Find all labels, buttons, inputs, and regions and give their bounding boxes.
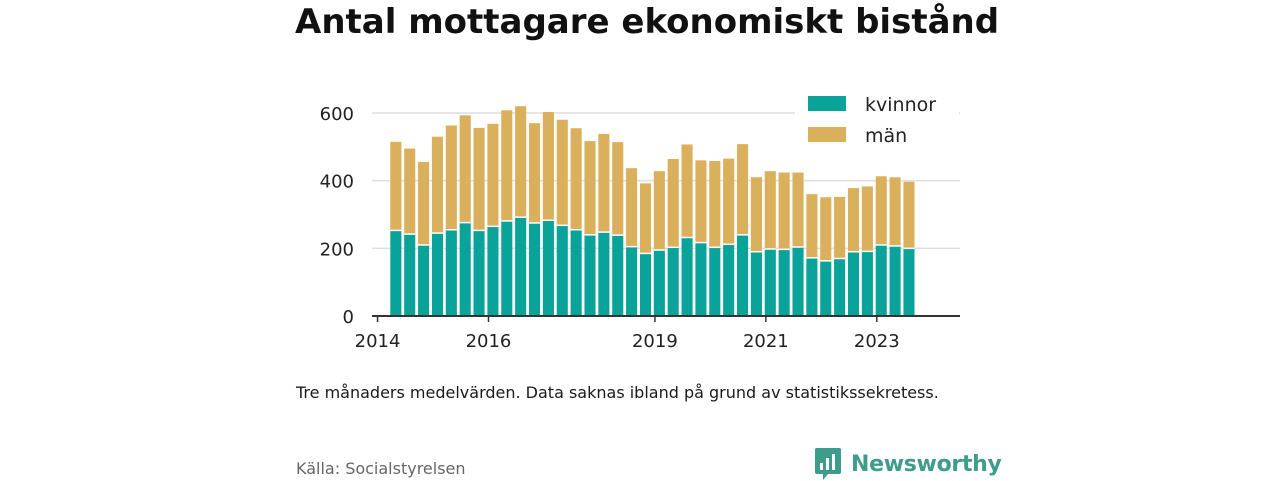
- bar-man: [390, 141, 402, 231]
- bar-kvinnor: [473, 230, 485, 316]
- bar-kvinnor: [847, 251, 860, 316]
- bar-kvinnor: [639, 253, 652, 316]
- bar-kvinnor: [556, 225, 568, 316]
- bar-man: [653, 171, 665, 251]
- x-tick-label: 2023: [854, 331, 900, 352]
- bar-man: [431, 136, 444, 234]
- bar-kvinnor: [584, 234, 596, 316]
- axes: 0 200 400 600 2014 2016 2019 2021 2023: [320, 104, 960, 352]
- bar-man: [626, 168, 638, 247]
- newsworthy-logo-icon: [815, 448, 841, 480]
- bar-man: [570, 128, 582, 230]
- bar-kvinnor: [764, 249, 776, 316]
- bar-kvinnor: [626, 246, 638, 316]
- bar-kvinnor: [515, 217, 527, 316]
- bar-man: [667, 159, 679, 248]
- bar-man: [723, 158, 735, 245]
- bar-man: [778, 172, 790, 250]
- bar-kvinnor: [501, 220, 513, 316]
- bar-man: [903, 181, 915, 249]
- bar-kvinnor: [653, 250, 665, 316]
- bar-man: [709, 161, 721, 248]
- bar-man: [875, 176, 887, 245]
- bar-man: [501, 110, 513, 221]
- bar-man: [445, 125, 457, 230]
- bar-kvinnor: [792, 246, 804, 316]
- y-tick-label: 0: [343, 307, 354, 328]
- bar-man: [473, 127, 485, 231]
- bar-kvinnor: [570, 229, 582, 316]
- bar-kvinnor: [889, 245, 901, 316]
- bar-kvinnor: [695, 242, 707, 316]
- bar-man: [737, 144, 749, 235]
- bar-man: [515, 106, 527, 218]
- bar-kvinnor: [487, 226, 499, 316]
- legend-swatch: [808, 96, 846, 111]
- bar-man: [528, 123, 541, 223]
- y-tick-label: 200: [320, 239, 354, 260]
- bar-kvinnor: [667, 247, 679, 316]
- bar-man: [889, 177, 901, 246]
- bar-man: [861, 186, 873, 252]
- bar-kvinnor: [459, 222, 471, 316]
- bar-man: [612, 142, 624, 236]
- newsworthy-brand[interactable]: Newsworthy: [814, 447, 1002, 481]
- bars: [390, 106, 915, 316]
- bar-kvinnor: [528, 222, 541, 316]
- bar-kvinnor: [612, 235, 624, 316]
- brand-name: Newsworthy: [851, 451, 1002, 477]
- chart-title: Antal mottagare ekonomiskt bistånd: [295, 2, 1000, 42]
- bar-kvinnor: [431, 233, 444, 316]
- bar-kvinnor: [390, 230, 402, 316]
- bar-man: [639, 183, 652, 254]
- source-text: Källa: Socialstyrelsen: [296, 459, 466, 478]
- legend-label: kvinnor: [865, 94, 936, 116]
- bar-kvinnor: [404, 234, 416, 316]
- x-tick-label: 2016: [466, 331, 512, 352]
- x-tick-label: 2019: [632, 331, 678, 352]
- bar-man: [792, 172, 804, 247]
- bar-kvinnor: [542, 220, 554, 316]
- bar-man: [695, 160, 707, 243]
- bar-man: [834, 196, 846, 259]
- bar-man: [847, 188, 860, 252]
- bar-man: [459, 115, 471, 223]
- bar-kvinnor: [418, 244, 430, 316]
- bar-kvinnor: [903, 248, 915, 316]
- bar-man: [487, 123, 499, 227]
- bar-kvinnor: [861, 251, 873, 316]
- legend: kvinnor män: [795, 86, 959, 152]
- x-tick-label: 2021: [743, 331, 789, 352]
- bar-man: [806, 194, 818, 258]
- bar-kvinnor: [778, 249, 790, 316]
- bar-kvinnor: [875, 244, 887, 316]
- bar-man: [598, 133, 610, 233]
- bar-kvinnor: [598, 232, 610, 316]
- bar-kvinnor: [750, 251, 762, 316]
- bar-man: [556, 119, 568, 226]
- y-tick-label: 400: [320, 172, 354, 193]
- bar-kvinnor: [834, 258, 846, 316]
- bar-kvinnor: [820, 260, 832, 316]
- bar-kvinnor: [723, 244, 735, 316]
- bar-kvinnor: [737, 234, 749, 316]
- bar-man: [750, 177, 762, 252]
- chart-note: Tre månaders medelvärden. Data saknas ib…: [296, 383, 939, 402]
- bar-kvinnor: [806, 257, 818, 316]
- bar-kvinnor: [681, 237, 693, 316]
- bar-man: [542, 111, 554, 221]
- bar-man: [820, 197, 832, 261]
- bar-man: [764, 171, 776, 250]
- x-tick-label: 2014: [355, 331, 401, 352]
- bar-kvinnor: [709, 247, 721, 316]
- bar-man: [681, 144, 693, 238]
- bar-man: [584, 141, 596, 235]
- bar-man: [404, 148, 416, 235]
- y-tick-label: 600: [320, 104, 354, 125]
- legend-swatch: [808, 127, 846, 142]
- bar-man: [418, 162, 430, 245]
- bar-kvinnor: [445, 229, 457, 316]
- legend-label: män: [865, 125, 907, 147]
